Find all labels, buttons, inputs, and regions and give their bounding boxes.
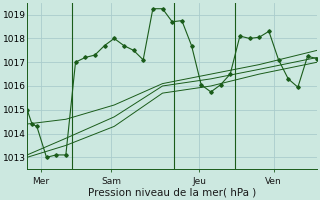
X-axis label: Pression niveau de la mer( hPa ): Pression niveau de la mer( hPa ) — [88, 187, 256, 197]
